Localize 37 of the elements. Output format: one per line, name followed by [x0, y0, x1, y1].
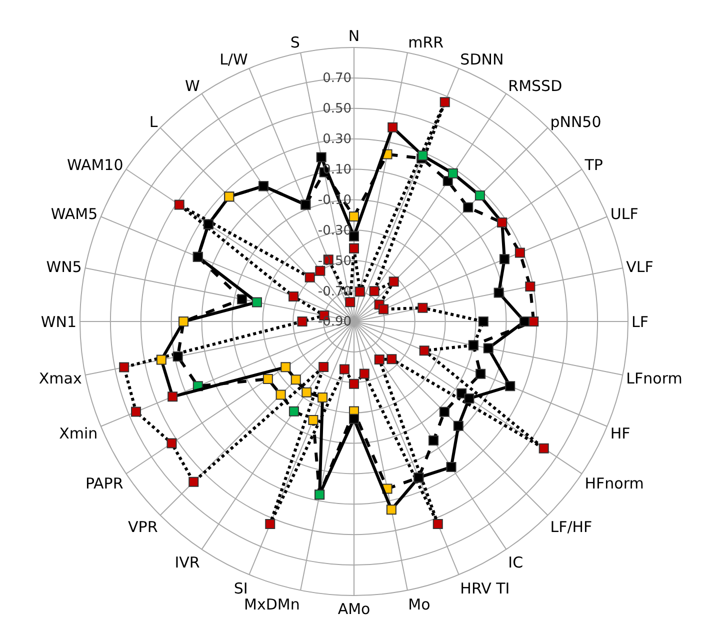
spoke-label: Xmax — [38, 370, 82, 388]
spoke-label: LF/HF — [550, 518, 592, 536]
spoke-label: VPR — [128, 518, 158, 536]
spoke-label: Xmin — [59, 424, 98, 442]
spoke-label: L — [149, 112, 158, 131]
spoke-label: ULF — [610, 205, 638, 224]
spoke-label: N — [348, 27, 360, 45]
spoke-label: LFnorm — [626, 370, 682, 388]
spoke-label: SI — [234, 580, 248, 598]
spoke-label: L/W — [220, 50, 248, 68]
spoke-label: S — [290, 33, 300, 52]
spoke-label: MxDMn — [244, 595, 300, 614]
spoke-label: Mo — [408, 595, 430, 614]
y-tick-label: 0.70 — [322, 71, 352, 86]
y-tick-label: 0.50 — [322, 102, 352, 117]
spoke-label: WAM5 — [50, 205, 98, 224]
spoke-label: WN1 — [40, 312, 76, 331]
spoke-label: RMSSD — [508, 77, 562, 96]
spoke-label: AMo — [338, 600, 370, 618]
y-tick-label: 0.30 — [322, 132, 352, 148]
spoke-label: pNN50 — [550, 112, 602, 131]
spoke-label: HRV TI — [460, 580, 510, 598]
spoke-label: LF — [632, 312, 648, 331]
spoke-label: WN5 — [46, 258, 82, 276]
y-tick-label: -0.90 — [318, 314, 352, 330]
spoke-label: W — [184, 77, 200, 96]
spoke-label: WAM10 — [66, 156, 124, 174]
spoke-label: SDNN — [460, 50, 504, 68]
spoke-label: mRR — [408, 33, 444, 52]
spoke-label: HF — [610, 424, 630, 442]
spoke-label: IVR — [174, 554, 200, 572]
spoke-label: VLF — [626, 258, 654, 276]
spoke-label: PAPR — [85, 474, 124, 492]
y-tick-label: -0.70 — [318, 284, 352, 300]
spoke-label: IC — [508, 554, 524, 572]
spoke-label: HFnorm — [584, 474, 644, 492]
spoke-label: TP — [584, 156, 603, 174]
